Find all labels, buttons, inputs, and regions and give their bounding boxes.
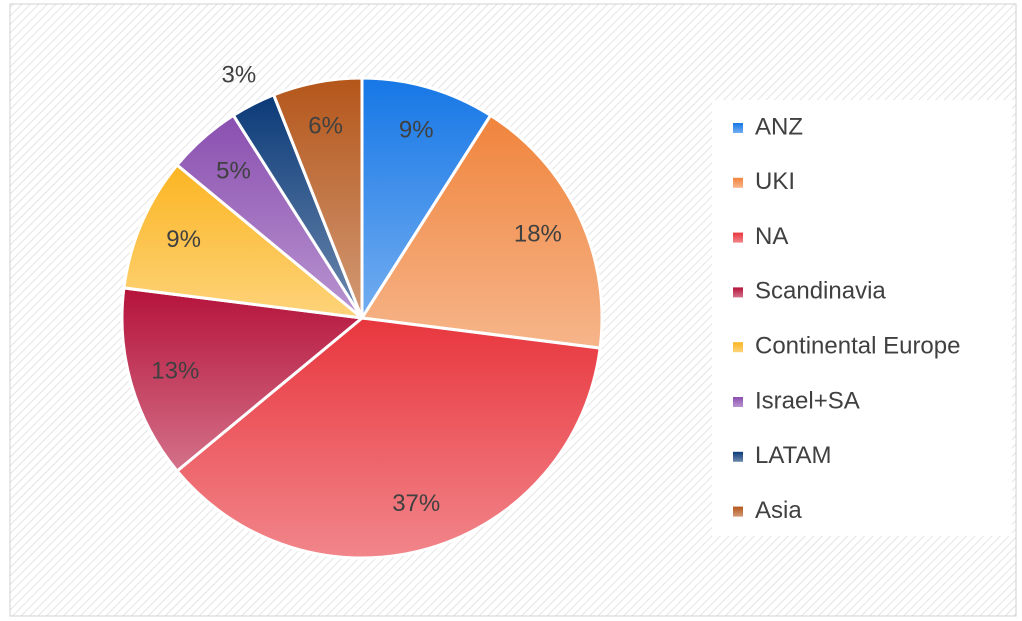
- legend-swatch: [733, 287, 743, 298]
- pie-slice: [174, 316, 602, 560]
- data-label: 37%: [392, 490, 440, 517]
- legend-label: NA: [755, 223, 788, 250]
- legend-swatch: [733, 123, 743, 133]
- legend-swatch: [733, 451, 743, 462]
- legend-label: ANZ: [755, 113, 803, 140]
- legend-swatch: [733, 177, 743, 188]
- legend-swatch: [733, 342, 743, 353]
- data-label: 3%: [222, 62, 257, 89]
- data-label: 18%: [514, 221, 562, 248]
- legend-box: [712, 100, 1012, 536]
- legend-label: Israel+SA: [755, 387, 860, 414]
- legend-label: UKI: [755, 168, 795, 195]
- legend-swatch: [733, 232, 743, 243]
- pie-slice: [120, 286, 366, 474]
- data-label: 13%: [151, 358, 199, 385]
- data-label: 6%: [308, 112, 343, 139]
- data-label: 9%: [399, 117, 434, 144]
- data-label: 9%: [166, 226, 201, 253]
- legend-label: Continental Europe: [755, 333, 960, 360]
- pie-slice: [359, 113, 604, 350]
- data-label: 5%: [216, 158, 251, 185]
- pie-slice: [360, 76, 493, 324]
- legend-swatch: [733, 506, 743, 517]
- pie-slice: [122, 162, 367, 321]
- legend-label: Asia: [755, 497, 802, 524]
- legend-label: Scandinavia: [755, 278, 886, 305]
- legend-label: LATAM: [755, 442, 831, 469]
- pie-slice: [271, 76, 364, 319]
- legend-swatch: [733, 397, 743, 407]
